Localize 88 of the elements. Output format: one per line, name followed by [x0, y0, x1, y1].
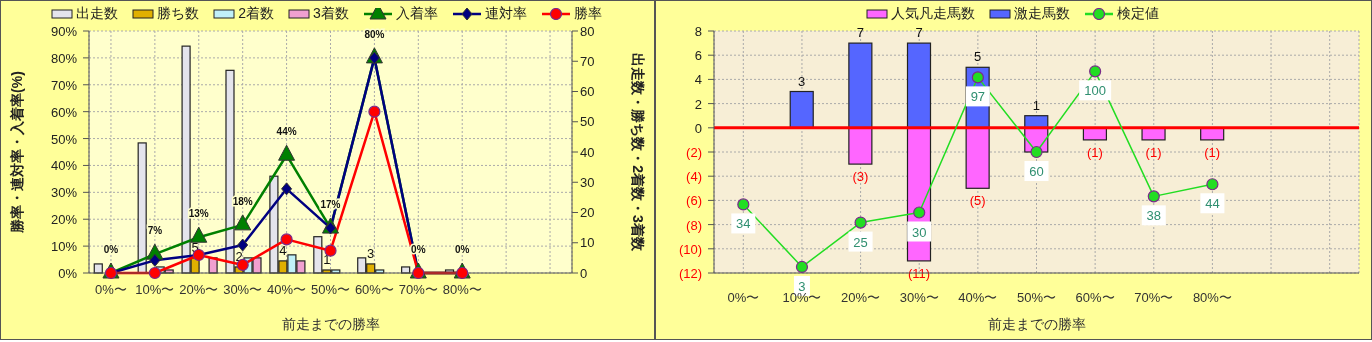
x-tick-label: 30%〜 — [223, 282, 263, 298]
y2-tick-label: 30 — [580, 174, 595, 190]
data-label: 80% — [364, 28, 385, 40]
y2-tick-label: 20 — [580, 205, 595, 221]
data-label: 5 — [974, 49, 982, 65]
y-tick-label: 20% — [50, 212, 78, 228]
x-tick-label: 40%〜 — [267, 282, 307, 298]
x-tick-label: 0%〜 — [727, 290, 760, 306]
y-tick-label: 10% — [50, 239, 78, 255]
y-tick-label: 40% — [50, 158, 78, 174]
y-tick-label: 8 — [694, 24, 702, 39]
data-label: (1) — [1145, 144, 1162, 160]
y-tick-label: 2 — [694, 96, 702, 112]
y-tick-label: 4 — [694, 72, 702, 88]
y-tick-label: (10) — [678, 241, 702, 257]
y2-axis-title: 出走数・勝ち数・2着数・3着数 — [630, 53, 647, 252]
x-tick-label: 0%〜 — [95, 282, 127, 298]
data-label: 0% — [103, 244, 119, 255]
y2-tick-label: 80 — [580, 23, 595, 39]
data-label: (1) — [1204, 144, 1221, 160]
y2-tick-label: 10 — [580, 235, 595, 251]
x-tick-label: 80%〜 — [442, 282, 482, 298]
y2-tick-label: 40 — [580, 144, 595, 160]
data-label: 7% — [147, 225, 163, 237]
data-label: 44% — [276, 126, 297, 138]
legend-label: 人気凡走馬数 — [890, 5, 975, 23]
data-label: 3 — [367, 245, 375, 261]
y-tick-label: 50% — [50, 131, 78, 147]
data-label: 25 — [853, 234, 868, 250]
data-label: 0% — [455, 244, 470, 255]
y-tick-label: (4) — [686, 169, 702, 185]
x-tick-label: 30%〜 — [899, 290, 939, 306]
legend-label: 激走馬数 — [1013, 5, 1070, 23]
x-tick-label: 10%〜 — [135, 282, 175, 298]
x-tick-label: 40%〜 — [958, 290, 998, 306]
data-label: (3) — [852, 169, 869, 185]
legend-label: 勝ち数 — [156, 5, 200, 23]
y2-tick-label: 50 — [580, 114, 595, 130]
y-tick-label: 0% — [58, 266, 78, 281]
legend-label: 勝率 — [572, 5, 602, 23]
y-tick-label: 30% — [50, 185, 78, 201]
x-tick-label: 70%〜 — [398, 282, 438, 298]
data-label: 44 — [1205, 196, 1220, 212]
y-tick-label: 6 — [694, 48, 702, 64]
data-label: 100 — [1084, 83, 1106, 99]
x-tick-label: 20%〜 — [841, 290, 881, 306]
legend-label: 連対率 — [483, 5, 527, 23]
legend-label: 検定値 — [1116, 5, 1159, 23]
legend-label: 入着率 — [394, 5, 438, 23]
x-axis-title: 前走までの勝率 — [987, 316, 1086, 332]
x-tick-label: 70%〜 — [1134, 290, 1174, 306]
y2-tick-label: 60 — [580, 84, 595, 100]
y-tick-label: (12) — [678, 266, 702, 281]
data-label: 97 — [970, 89, 986, 105]
y-tick-label: 90% — [50, 24, 78, 39]
y-tick-label: 80% — [50, 50, 78, 66]
x-axis-title: 前走までの勝率 — [281, 316, 380, 332]
legend-label: 出走数 — [75, 5, 119, 23]
x-tick-label: 50%〜 — [310, 282, 351, 298]
legend-label: 2着数 — [237, 5, 274, 23]
data-label: 30 — [911, 224, 927, 240]
data-label: 7 — [915, 25, 923, 41]
data-label: (11) — [907, 265, 931, 281]
legend-label: 3着数 — [312, 5, 349, 23]
data-label: 38 — [1146, 208, 1162, 224]
y-tick-label: 70% — [50, 77, 78, 93]
x-tick-label: 50%〜 — [1016, 290, 1057, 306]
y2-tick-label: 70 — [580, 53, 595, 69]
data-label: (1) — [1086, 144, 1103, 160]
y-tick-label: (6) — [686, 193, 702, 209]
x-tick-label: 60%〜 — [1075, 290, 1115, 306]
data-label: 4 — [279, 242, 287, 258]
data-label: 7 — [856, 25, 864, 41]
y-tick-label: 60% — [50, 104, 78, 120]
x-tick-label: 20%〜 — [179, 282, 219, 298]
data-label: 1 — [323, 251, 331, 267]
y-tick-label: (2) — [686, 145, 702, 160]
data-label: 60 — [1029, 164, 1044, 179]
data-label: 3 — [798, 73, 806, 89]
data-label: 34 — [736, 216, 751, 232]
y2-tick-label: 0 — [580, 265, 588, 281]
x-tick-label: 80%〜 — [1192, 290, 1232, 306]
data-label: 1 — [1032, 97, 1040, 113]
x-tick-label: 60%〜 — [354, 282, 394, 298]
y-axis-title: 勝率・連対率・入着率(%) — [8, 71, 25, 234]
y-tick-label: (8) — [686, 217, 702, 233]
y-tick-label: 0 — [694, 120, 702, 136]
data-label: (5) — [969, 193, 986, 209]
